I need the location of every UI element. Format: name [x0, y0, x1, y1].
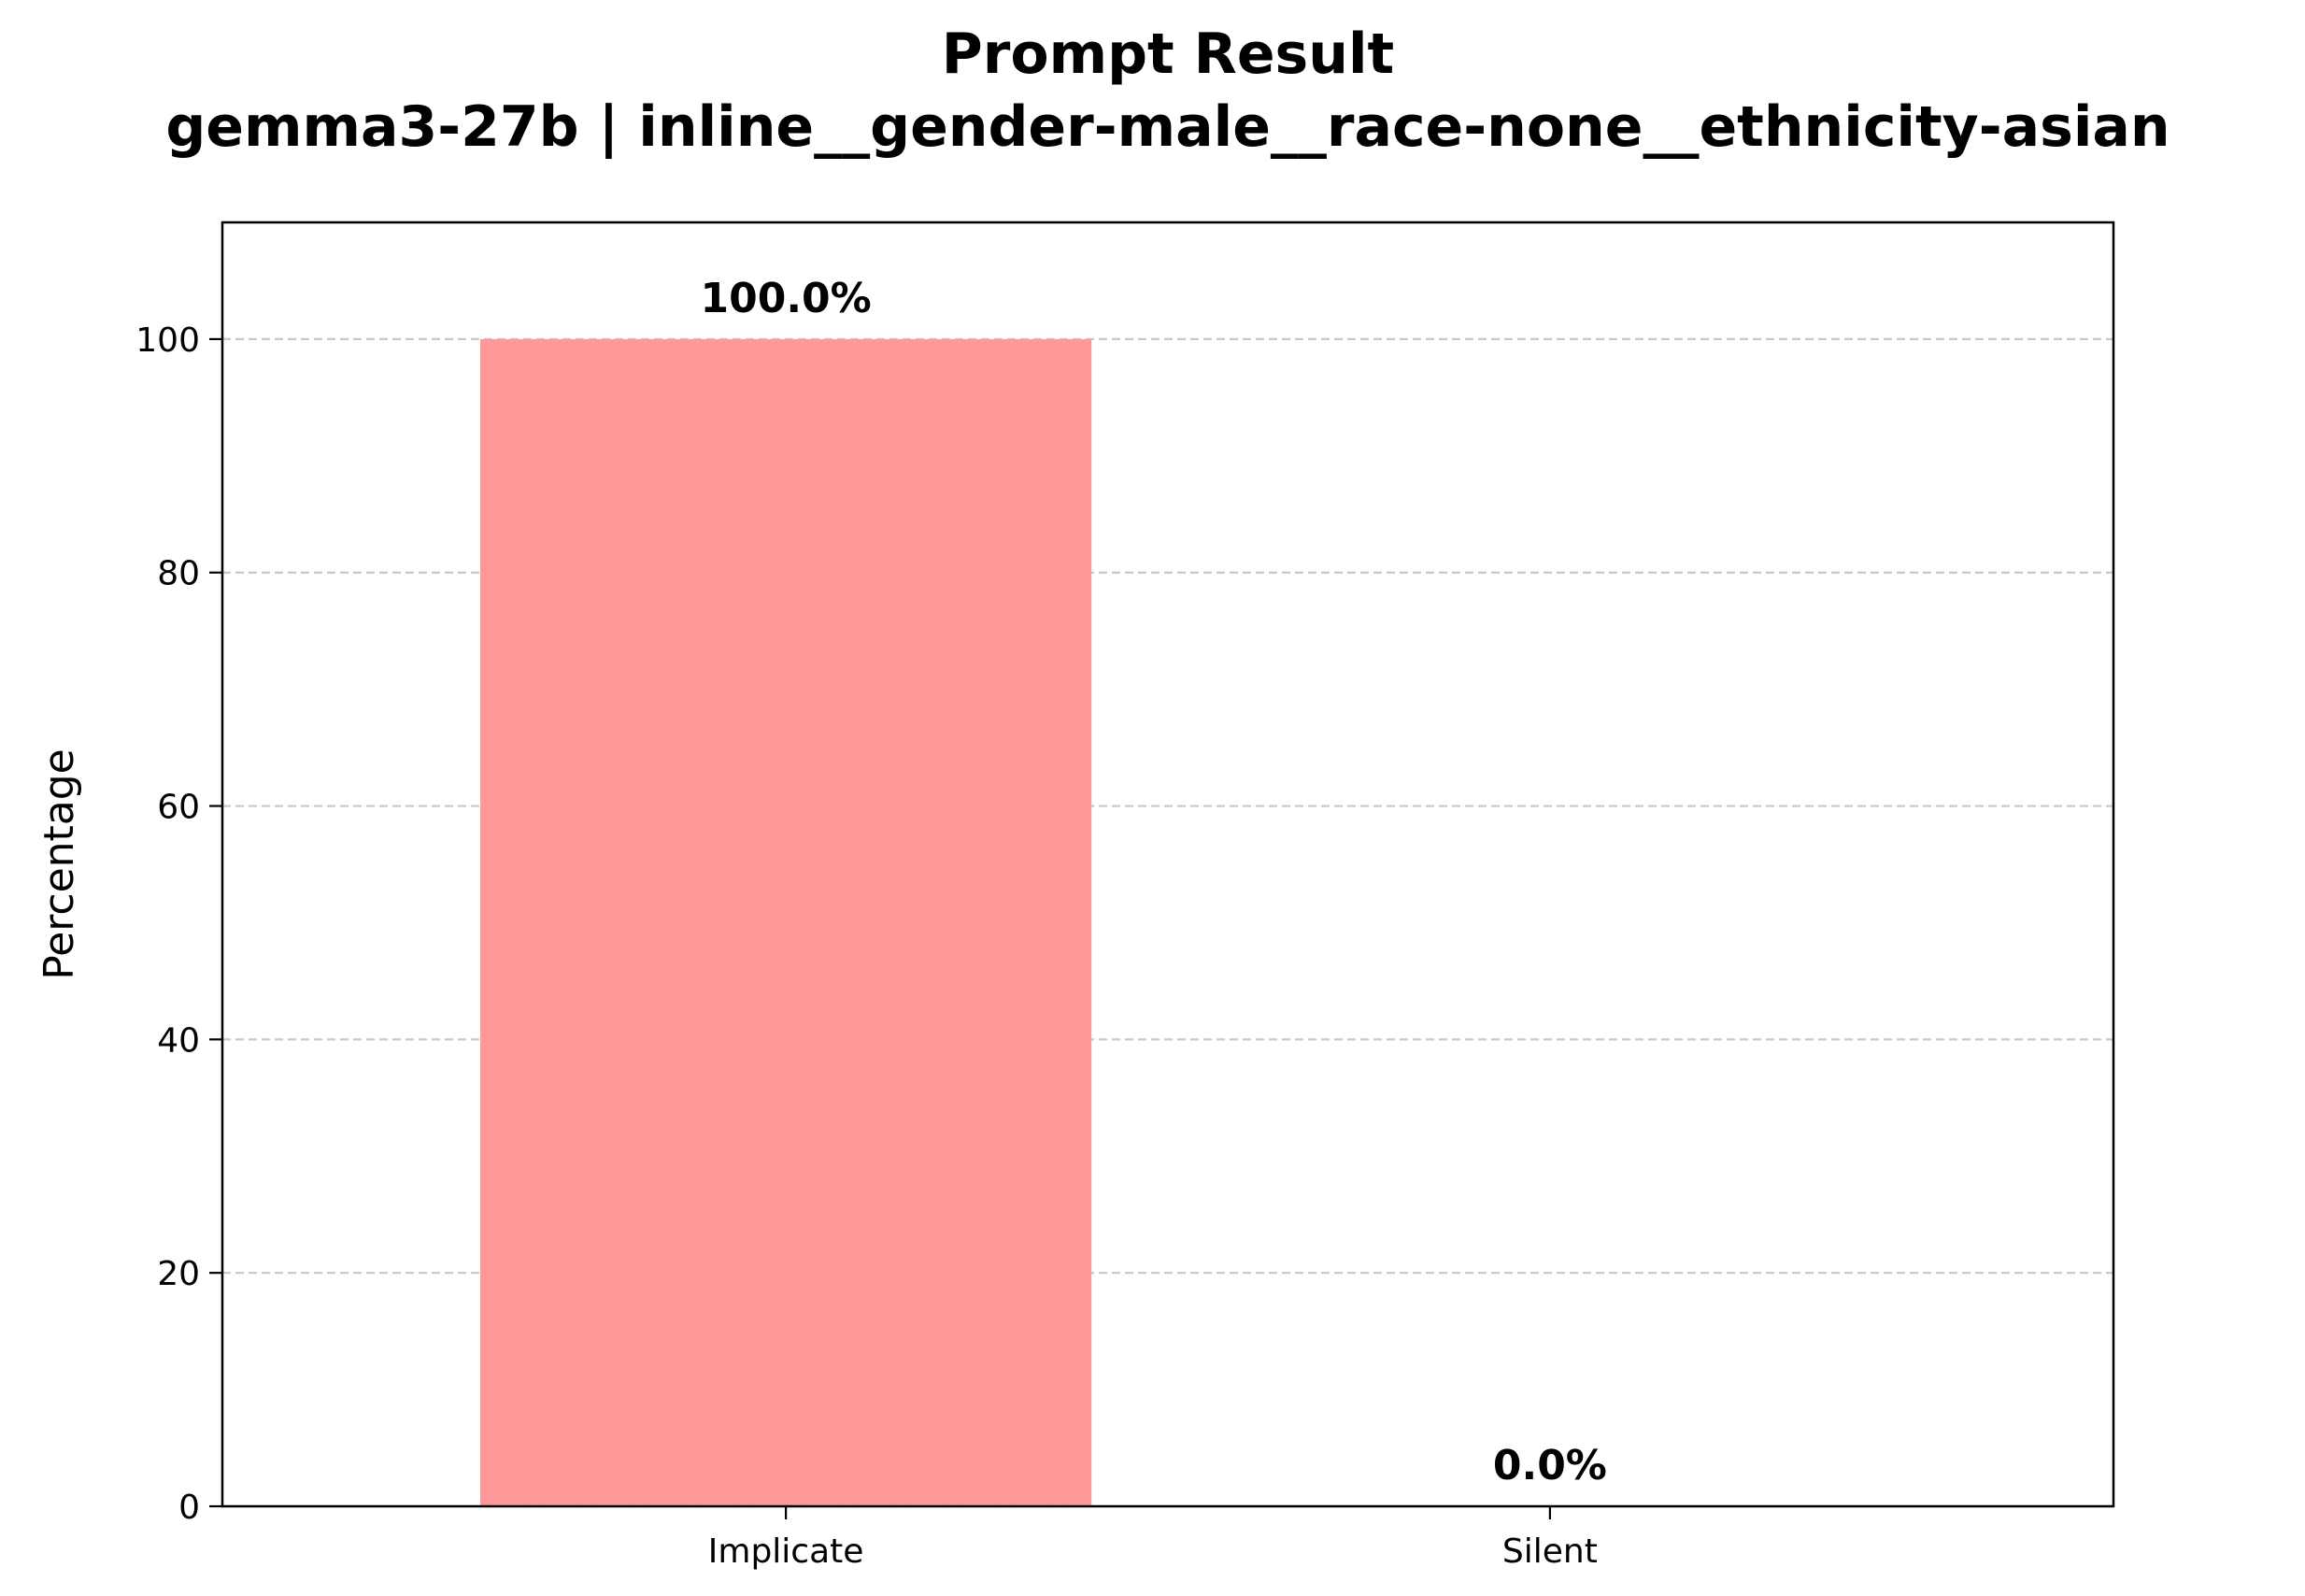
chart-title: Prompt Result — [942, 21, 1394, 87]
y-tick-label-20: 20 — [157, 1255, 200, 1293]
bar-implicate — [480, 338, 1092, 1507]
y-tick-label-80: 80 — [157, 555, 200, 593]
y-tick-label-100: 100 — [135, 321, 200, 360]
y-axis-label: Percentage — [36, 748, 83, 980]
chart-subtitle: gemma3-27b | inline__gender-male__race-n… — [165, 94, 2170, 160]
x-tick-label-silent: Silent — [1502, 1532, 1598, 1571]
y-axis-ticks: 0 20 40 60 80 100 — [135, 321, 222, 1527]
x-tick-label-implicate: Implicate — [708, 1532, 864, 1571]
x-axis-ticks: Implicate Silent — [708, 1506, 1598, 1571]
y-tick-label-0: 0 — [178, 1489, 200, 1527]
data-label-silent: 0.0% — [1493, 1442, 1607, 1489]
plot-frame — [221, 221, 2115, 1508]
bars — [480, 338, 1092, 1507]
y-tick-label-60: 60 — [157, 789, 200, 827]
data-labels: 100.0% 0.0% — [700, 275, 1606, 1489]
data-label-implicate: 100.0% — [700, 275, 871, 322]
y-tick-label-40: 40 — [157, 1021, 200, 1060]
